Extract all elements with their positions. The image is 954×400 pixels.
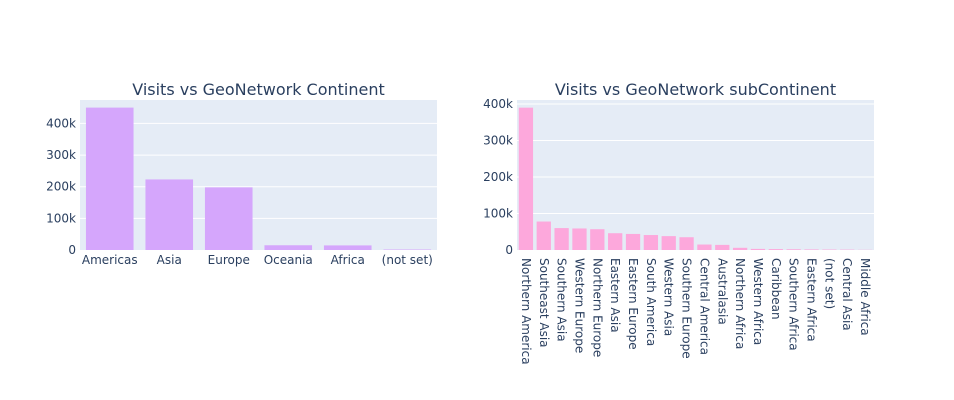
- subcontinent-chart: 0 100k 200k 300k 400k Northern America Southe…: [483, 80, 874, 365]
- bar[interactable]: [264, 245, 313, 250]
- x-tick-label: Central America: [697, 258, 711, 355]
- x-tick-label: Eastern Asia: [608, 258, 622, 333]
- continent-chart-title: Visits vs GeoNetwork Continent: [132, 80, 385, 99]
- bar[interactable]: [518, 107, 534, 250]
- continent-plot-area: [80, 100, 437, 250]
- bar[interactable]: [590, 229, 605, 250]
- x-tick-label: (not set): [822, 258, 836, 309]
- x-tick-label: Eastern Africa: [805, 258, 819, 342]
- bar[interactable]: [804, 249, 819, 250]
- x-tick-label: Southern Africa: [787, 258, 801, 351]
- continent-bars: [85, 107, 432, 250]
- subcontinent-gridlines: [517, 103, 874, 215]
- y-tick-label: 0: [68, 243, 76, 257]
- continent-chart: 0 100k 200k 300k 400k Americas Asia Europe Ocea…: [46, 80, 437, 267]
- bar[interactable]: [145, 179, 194, 250]
- x-tick-label: Western Africa: [751, 258, 765, 345]
- bar[interactable]: [732, 247, 748, 250]
- x-tick-label: Central Asia: [840, 258, 854, 331]
- x-tick-label: Southern Europe: [680, 258, 694, 359]
- x-tick-label: Asia: [157, 253, 182, 267]
- y-tick-label: 300k: [483, 134, 513, 148]
- continent-gridlines: [80, 122, 437, 219]
- x-tick-label: Australasia: [715, 258, 729, 325]
- bar[interactable]: [679, 237, 694, 250]
- x-tick-label: Southern Asia: [555, 258, 569, 342]
- y-tick-label: 400k: [46, 116, 76, 130]
- continent-y-ticks: 0 100k 200k 300k 400k: [46, 116, 76, 257]
- x-tick-label: Oceania: [264, 253, 313, 267]
- y-tick-label: 400k: [483, 97, 513, 111]
- bar[interactable]: [204, 187, 253, 250]
- bar[interactable]: [572, 228, 587, 250]
- x-tick-label: Southeast Asia: [537, 258, 551, 348]
- y-tick-label: 200k: [483, 170, 513, 184]
- y-tick-label: 300k: [46, 148, 76, 162]
- bar[interactable]: [786, 249, 801, 250]
- x-tick-label: Middle Africa: [858, 258, 872, 336]
- subcontinent-bars: [518, 107, 873, 250]
- bar[interactable]: [643, 235, 659, 250]
- x-tick-label: South America: [644, 258, 658, 346]
- bar[interactable]: [768, 249, 783, 250]
- x-tick-label: Northern Africa: [733, 258, 747, 349]
- bar[interactable]: [750, 248, 766, 250]
- x-tick-label: (not set): [382, 253, 433, 267]
- subcontinent-x-ticks: Northern America Southeast Asia Southern A…: [519, 258, 872, 365]
- x-tick-label: Europe: [208, 253, 250, 267]
- x-tick-label: Northern Europe: [590, 258, 604, 357]
- subcontinent-y-ticks: 0 100k 200k 300k 400k: [483, 97, 513, 257]
- subcontinent-plot-area: [517, 100, 874, 250]
- y-tick-label: 200k: [46, 180, 76, 194]
- bar[interactable]: [625, 233, 641, 250]
- bar[interactable]: [661, 236, 676, 250]
- x-tick-label: Eastern Europe: [626, 258, 640, 350]
- bar[interactable]: [697, 244, 712, 250]
- x-tick-label: Northern America: [519, 258, 533, 365]
- x-tick-label: Africa: [331, 253, 365, 267]
- continent-x-ticks: Americas Asia Europe Oceania Africa (not set): [82, 253, 433, 267]
- bar[interactable]: [323, 245, 372, 250]
- bar[interactable]: [715, 244, 730, 250]
- x-tick-label: Western Asia: [662, 258, 676, 336]
- bar[interactable]: [85, 107, 134, 250]
- bar[interactable]: [608, 233, 623, 250]
- y-tick-label: 100k: [483, 207, 513, 221]
- subcontinent-chart-title: Visits vs GeoNetwork subContinent: [555, 80, 836, 99]
- x-tick-label: Caribbean: [769, 258, 783, 320]
- y-tick-label: 0: [505, 243, 513, 257]
- bar[interactable]: [554, 228, 569, 250]
- x-tick-label: Americas: [82, 253, 138, 267]
- x-tick-label: Western Europe: [572, 258, 586, 353]
- bar[interactable]: [536, 221, 551, 250]
- y-tick-label: 100k: [46, 211, 76, 225]
